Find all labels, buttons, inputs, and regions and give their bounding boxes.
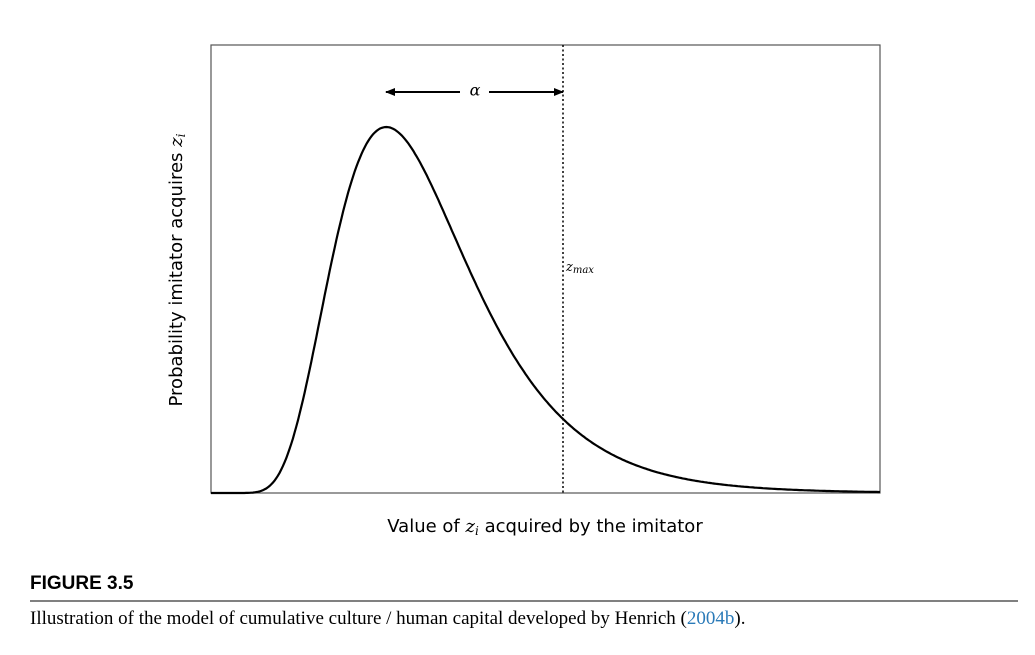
distribution-curve (211, 125, 880, 495)
zmax-label: zmax (565, 260, 594, 276)
y-label-text: Probability imitator acquires (166, 153, 187, 407)
x-label-var: z (465, 516, 476, 537)
x-label-before: Value of (387, 516, 460, 537)
figure-label: FIGURE 3.5 (30, 573, 134, 594)
x-axis-label: Value of zi acquired by the imitator (387, 516, 703, 541)
y-label-var: z (166, 137, 187, 148)
caption-text: Illustration of the model of cumulative … (30, 608, 687, 629)
x-label-after: acquired by the imitator (485, 516, 704, 537)
zmax-sub: max (573, 265, 594, 276)
caption: Illustration of the model of cumulative … (30, 608, 745, 629)
y-axis-label: Probability imitator acquires zi (166, 133, 188, 406)
x-label-sub: i (475, 524, 479, 538)
y-label-sub: i (174, 133, 188, 137)
alpha-label: α (470, 81, 481, 100)
caption-citation[interactable]: 2004b (687, 608, 735, 629)
zmax-base: z (565, 260, 573, 275)
caption-end: ). (734, 608, 745, 629)
plot-frame (210, 44, 881, 494)
